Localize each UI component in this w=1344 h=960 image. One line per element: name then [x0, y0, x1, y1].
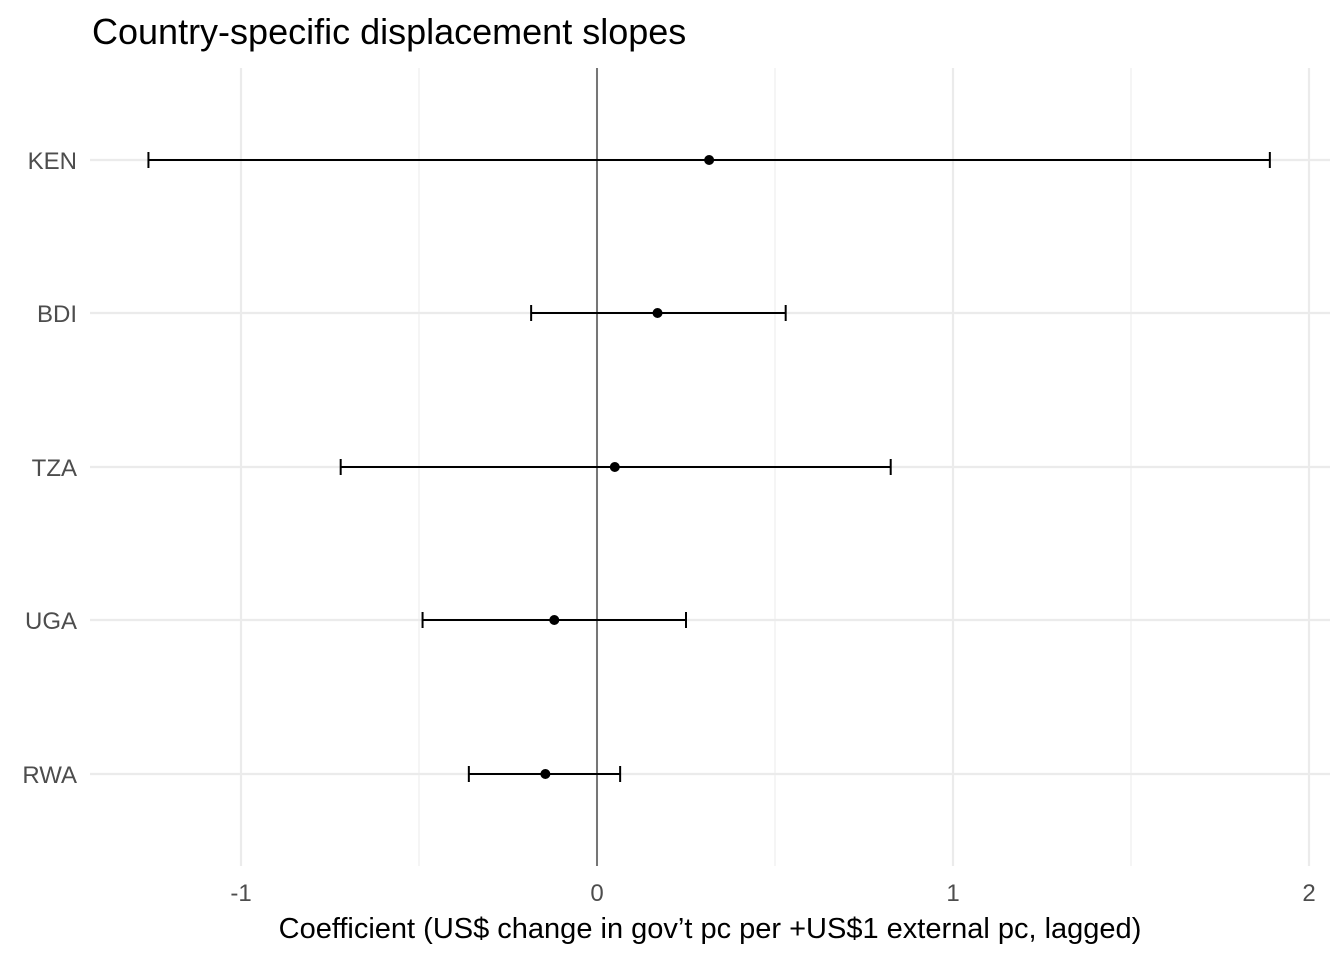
x-tick-label: -1	[230, 880, 251, 907]
y-tick-label-bdi: BDI	[37, 301, 77, 328]
point-bdi	[652, 308, 663, 318]
point-uga	[549, 615, 560, 625]
x-tick-label: 1	[946, 880, 959, 907]
x-axis-tick-labels: -1 0 1 2	[230, 880, 1315, 907]
y-axis-tick-labels: KEN BDI TZA UGA RWA	[22, 148, 77, 789]
point-rwa	[540, 769, 551, 779]
coefficient-marks	[147, 152, 1271, 782]
chart-title: Country-specific displacement slopes	[92, 11, 686, 52]
point-ken	[704, 155, 715, 165]
y-tick-label-tza: TZA	[32, 455, 77, 482]
point-tza	[609, 462, 620, 472]
y-tick-label-ken: KEN	[28, 148, 77, 175]
x-tick-label: 2	[1302, 880, 1315, 907]
x-axis-title: Coefficient (US$ change in gov’t pc per …	[279, 913, 1142, 945]
y-tick-label-rwa: RWA	[22, 762, 77, 789]
x-tick-label: 0	[590, 880, 603, 907]
y-tick-label-uga: UGA	[25, 608, 77, 635]
